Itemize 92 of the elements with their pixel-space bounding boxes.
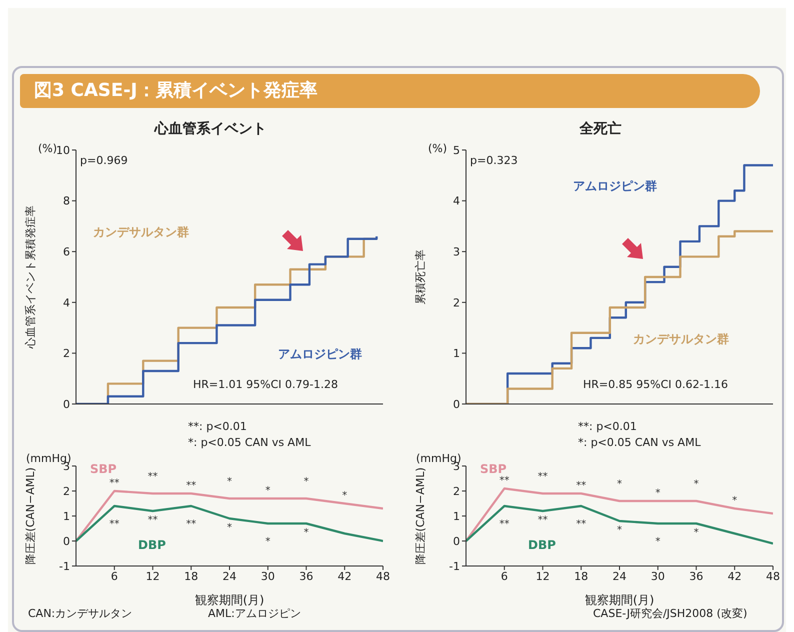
- text: DBP: [528, 538, 556, 552]
- y-tick-label: 10: [56, 144, 70, 157]
- x-tick-label: 18: [574, 570, 588, 583]
- text: カンデサルタン群: [93, 224, 189, 241]
- annotation: **: [186, 519, 196, 530]
- y-tick-label: 1: [453, 510, 460, 523]
- annotation: HR=1.01 95%CI 0.79-1.28: [193, 378, 338, 391]
- annotation: HR=0.85 95%CI 0.62-1.16: [583, 378, 728, 391]
- y-tick-label: 1: [63, 510, 70, 523]
- annotation: *: [655, 536, 660, 548]
- y-tick-label: 8: [63, 194, 70, 208]
- y-tick-label: 2: [63, 484, 70, 498]
- series-label: SBP: [90, 462, 117, 476]
- x-tick-label: 36: [299, 570, 314, 583]
- y-tick-label: 1: [453, 347, 460, 360]
- annotation: **: [576, 519, 586, 530]
- y-tick-label: 3: [453, 246, 460, 259]
- annotation: *: [304, 528, 309, 539]
- y-tick-label: 4: [453, 194, 460, 208]
- x-tick-label: 24: [222, 570, 236, 583]
- annotation: *: [694, 528, 699, 539]
- annotation: *: [342, 490, 348, 502]
- text: CAN:カンデサルタン: [28, 606, 132, 621]
- y-tick-label: 2: [63, 347, 70, 360]
- x-tick-label: 30: [650, 570, 665, 583]
- x-tick-label: 12: [536, 570, 550, 583]
- x-tick-label: 48: [376, 570, 390, 583]
- text: **: p<0.01: [188, 420, 247, 433]
- annotation: **: [109, 519, 120, 530]
- y-tick-label: 2: [453, 296, 460, 310]
- y-tick-label: -1: [449, 560, 460, 573]
- y-tick-label: -1: [59, 560, 70, 573]
- annotation: *: [304, 476, 309, 488]
- annotation: **: [499, 519, 510, 530]
- text: (%): [38, 142, 58, 155]
- y-tick-label: 4: [63, 296, 70, 310]
- annotation: **: [148, 515, 158, 526]
- y-tick-label: 0: [63, 398, 70, 411]
- series-label: カンデサルタン群: [633, 331, 729, 348]
- annotation: **: [576, 480, 586, 492]
- y-tick-label: 2: [453, 484, 460, 498]
- y-tick-label: 5: [453, 144, 460, 157]
- x-tick-label: 6: [110, 570, 118, 583]
- annotation: *: [227, 522, 232, 534]
- x-tick-label: 36: [689, 570, 704, 583]
- y-tick-label: 0: [63, 534, 70, 548]
- annotation: *: [732, 496, 738, 506]
- chart-title: 全死亡: [578, 120, 622, 138]
- annotation: *: [694, 479, 699, 490]
- x-tick-label: 48: [766, 570, 780, 583]
- text: *: p<0.05 CAN vs AML: [578, 436, 701, 449]
- text: *: p<0.05 CAN vs AML: [188, 436, 311, 449]
- annotation: **: [538, 472, 548, 482]
- y-tick-label: 0: [453, 534, 460, 548]
- text: アムロジピン群: [278, 346, 362, 363]
- y-tick-label: 0: [453, 398, 460, 411]
- x-tick-label: 42: [728, 570, 742, 583]
- annotation: **: [148, 472, 158, 482]
- annotation: *: [227, 476, 232, 488]
- text: アムロジピン群: [573, 178, 657, 195]
- text: DBP: [138, 538, 166, 552]
- annotation: *: [617, 479, 622, 490]
- text: (%): [428, 142, 448, 155]
- x-tick-label: 18: [184, 570, 198, 583]
- x-tick-label: 12: [146, 570, 160, 583]
- annotation: *: [655, 488, 660, 499]
- series-label: SBP: [480, 462, 507, 476]
- x-tick-label: 24: [612, 570, 626, 583]
- chart-subtitle: 心血管系イベント: [153, 120, 268, 138]
- annotation: *: [617, 525, 622, 536]
- x-axis-title: 観察期間(月): [584, 593, 654, 607]
- text: CASE-J研究会/JSH2008 (改変): [593, 606, 748, 621]
- y-axis-title: 降圧差(CAN−AML): [24, 467, 37, 565]
- text: AML:アムロジピン: [208, 606, 301, 621]
- annotation: *: [265, 536, 270, 548]
- x-tick-label: 30: [260, 570, 275, 583]
- x-tick-label: 6: [500, 570, 508, 583]
- annotation: **: [186, 480, 196, 492]
- x-tick-label: 42: [338, 570, 352, 583]
- annotation: **: [538, 515, 548, 526]
- annotation: **: [499, 476, 510, 486]
- y-axis-title: 心血管系イベント累積発症率: [24, 206, 37, 350]
- y-axis-title: 累積死亡率: [414, 250, 427, 304]
- annotation: p=0.969: [80, 154, 128, 167]
- y-axis-title: 降圧差(CAN−AML): [414, 467, 427, 565]
- chart-title: 図3 CASE-J：累積イベント発症率: [20, 74, 760, 108]
- text: **: p<0.01: [578, 420, 637, 433]
- y-tick-label: 6: [63, 246, 70, 259]
- annotation: **: [109, 478, 120, 489]
- annotation: *: [265, 486, 270, 496]
- annotation: p=0.323: [470, 154, 518, 167]
- x-axis-title: 観察期間(月): [194, 593, 264, 607]
